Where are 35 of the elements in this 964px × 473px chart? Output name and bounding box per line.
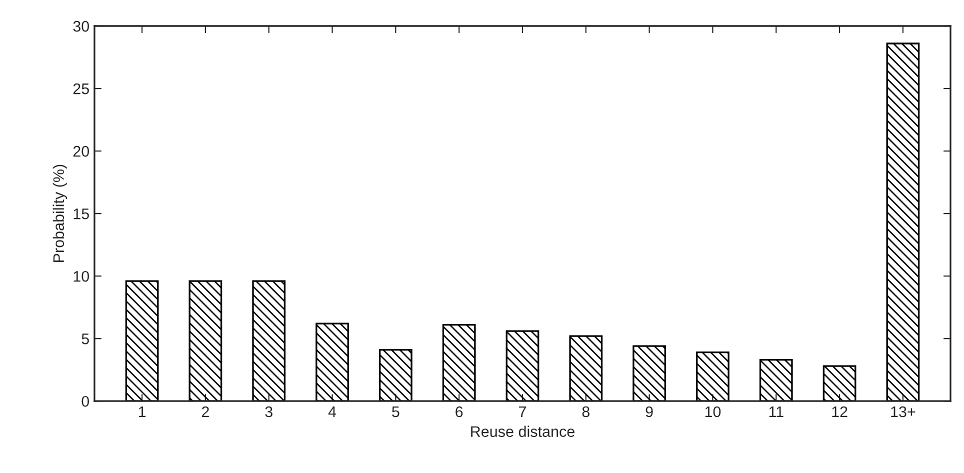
bar — [378, 349, 412, 402]
x-tick-label: 2 — [202, 406, 209, 418]
bar — [696, 352, 730, 402]
y-tick-label: 15 — [74, 208, 89, 220]
y-tick-label: 5 — [82, 334, 89, 344]
bar — [125, 280, 159, 402]
bar — [822, 365, 856, 402]
y-tick-label: 0 — [82, 396, 90, 407]
x-axis-title: Reuse distance — [471, 426, 574, 437]
bar — [886, 42, 920, 402]
bar — [188, 280, 222, 402]
y-axis-title: Probability (%) — [52, 164, 68, 262]
x-tick-label: 5 — [392, 406, 400, 418]
bar — [316, 322, 349, 402]
x-tick-label: 4 — [328, 406, 336, 418]
x-tick-label: 3 — [265, 406, 272, 418]
x-tick-label: 13+ — [891, 406, 916, 418]
bar — [759, 359, 793, 402]
x-tick-label: 8 — [582, 406, 590, 418]
x-tick-label: 9 — [646, 406, 653, 418]
bar — [442, 324, 476, 402]
x-tick-label: 1 — [138, 406, 146, 418]
bar — [506, 330, 540, 402]
x-tick-label: 11 — [769, 406, 784, 418]
y-tick-label: 10 — [74, 270, 90, 282]
bar — [632, 345, 666, 402]
x-tick-label: 7 — [519, 406, 526, 418]
bar — [569, 335, 603, 402]
bar — [252, 280, 286, 402]
x-tick-label: 10 — [705, 406, 721, 418]
y-tick-label: 30 — [73, 20, 90, 32]
x-tick-label: 6 — [456, 406, 463, 418]
y-tick-label: 20 — [73, 146, 90, 157]
y-tick-label: 25 — [73, 83, 89, 94]
x-tick-label: 12 — [832, 406, 848, 418]
